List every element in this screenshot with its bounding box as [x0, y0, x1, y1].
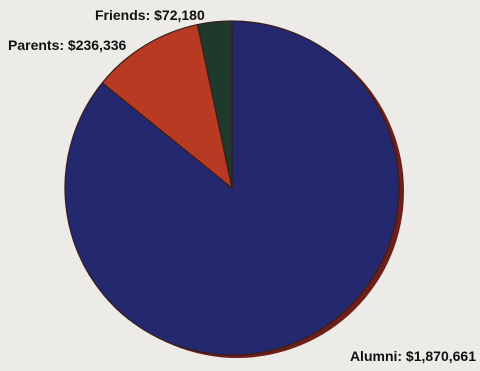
slice-label-friends: Friends: $72,180 — [95, 7, 205, 23]
pie-slice-friends — [196, 20, 233, 189]
pie-labels: Alumni: $1,870,661 Parents: $236,336 Fri… — [8, 7, 476, 364]
slice-label-parents: Parents: $236,336 — [8, 37, 127, 53]
pie-slice-parents — [101, 23, 233, 190]
pie-slices — [64, 20, 400, 356]
slice-label-alumni: Alumni: $1,870,661 — [350, 348, 476, 364]
